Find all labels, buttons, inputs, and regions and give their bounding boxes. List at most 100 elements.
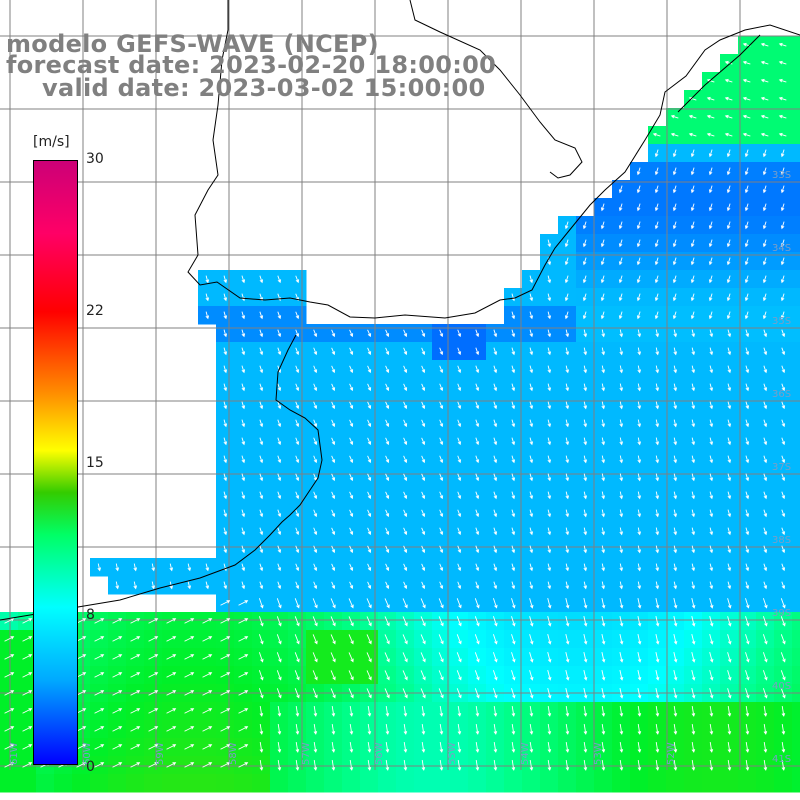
wind-arrow xyxy=(708,311,713,320)
wind-arrow xyxy=(94,654,105,660)
wind-arrow xyxy=(745,509,750,518)
wind-cell xyxy=(792,306,800,325)
lat-label: 36S xyxy=(772,389,791,400)
wind-arrow xyxy=(511,365,516,374)
wind-arrow xyxy=(223,527,228,536)
wind-arrow xyxy=(673,634,678,645)
wind-arrow xyxy=(547,759,552,771)
wind-arrow xyxy=(421,705,426,717)
wind-arrow xyxy=(778,114,787,119)
wind-arrow xyxy=(366,598,372,609)
lat-lon-grid xyxy=(0,0,800,770)
wind-arrow xyxy=(241,563,246,572)
wind-cell xyxy=(792,720,800,739)
wind-cell xyxy=(180,774,199,793)
wind-arrow xyxy=(223,455,228,464)
wind-cell xyxy=(0,774,19,793)
lat-label: 39S xyxy=(772,608,791,619)
wind-arrow xyxy=(184,744,195,750)
wind-arrow xyxy=(601,759,606,771)
wind-arrow xyxy=(601,581,606,590)
wind-arrow xyxy=(691,455,696,464)
wind-arrow xyxy=(22,618,33,624)
wind-arrow xyxy=(583,383,588,392)
wind-arrow xyxy=(547,581,552,590)
wind-arrow xyxy=(547,275,552,284)
wind-arrow xyxy=(385,741,390,753)
wind-arrow xyxy=(220,672,231,678)
wind-arrow xyxy=(547,239,552,248)
wind-arrow xyxy=(511,741,516,753)
wind-arrow xyxy=(294,670,300,681)
wind-arrow xyxy=(636,203,641,212)
wind-arrow xyxy=(475,723,480,735)
wind-arrow xyxy=(457,527,462,536)
wind-arrow xyxy=(457,437,462,446)
wind-cell xyxy=(792,72,800,91)
wind-arrow xyxy=(349,705,354,717)
wind-arrow xyxy=(601,329,606,338)
wind-arrow xyxy=(493,455,498,464)
wind-arrow xyxy=(421,437,426,446)
wind-arrow xyxy=(367,723,372,735)
wind-arrow xyxy=(259,705,264,717)
wind-arrow xyxy=(241,545,246,554)
wind-arrow xyxy=(130,618,141,624)
wind-arrow xyxy=(475,705,480,717)
wind-arrow xyxy=(655,670,660,681)
wind-arrow xyxy=(130,726,141,732)
wind-arrow xyxy=(22,726,33,732)
wind-arrow xyxy=(724,96,733,101)
wind-arrow xyxy=(511,581,516,590)
wind-arrow xyxy=(600,275,605,284)
wind-arrow xyxy=(258,616,264,627)
wind-arrow xyxy=(547,455,552,464)
wind-arrow xyxy=(223,419,228,428)
wind-arrow xyxy=(727,705,732,717)
wind-arrow xyxy=(762,149,767,158)
wind-arrow xyxy=(529,401,534,410)
coastline xyxy=(0,0,800,621)
wind-arrow xyxy=(511,311,516,320)
wind-cell xyxy=(792,504,800,523)
wind-arrow xyxy=(601,527,606,536)
wind-arrow xyxy=(655,581,660,590)
wind-arrow xyxy=(97,563,102,572)
wind-arrow xyxy=(672,257,677,266)
wind-arrow xyxy=(349,401,354,410)
wind-arrow xyxy=(636,167,641,176)
wind-arrow xyxy=(727,723,732,735)
wind-arrow xyxy=(691,688,696,699)
wind-cell xyxy=(360,774,379,793)
wind-arrow xyxy=(781,741,786,753)
wind-arrow xyxy=(690,221,695,230)
wind-arrow xyxy=(672,311,677,320)
wind-arrow xyxy=(582,257,587,266)
wind-arrow xyxy=(637,598,642,609)
wind-arrow xyxy=(294,634,300,645)
wind-arrow xyxy=(439,705,444,717)
wind-arrow xyxy=(654,167,659,176)
wind-cell xyxy=(612,774,631,793)
wind-arrow xyxy=(708,275,713,284)
wind-arrow xyxy=(760,60,769,65)
wind-arrow xyxy=(313,741,318,753)
wind-arrow xyxy=(385,347,390,356)
wind-arrow xyxy=(619,365,624,374)
valid-date: valid date: 2023-03-02 15:00:00 xyxy=(42,74,486,102)
wind-arrow xyxy=(565,581,570,590)
wind-arrow xyxy=(637,670,642,681)
wind-arrow xyxy=(259,563,264,572)
wind-arrow xyxy=(259,347,264,356)
wind-arrow xyxy=(511,437,516,446)
wind-arrow xyxy=(760,96,769,101)
wind-arrow xyxy=(654,257,659,266)
wind-arrow xyxy=(259,527,264,536)
wind-cell xyxy=(198,774,217,793)
wind-arrow xyxy=(475,347,480,356)
wind-arrow xyxy=(259,759,264,771)
wind-arrow xyxy=(727,527,732,536)
wind-arrow xyxy=(384,670,390,681)
wind-arrow xyxy=(202,618,213,624)
wind-arrow xyxy=(421,491,426,500)
